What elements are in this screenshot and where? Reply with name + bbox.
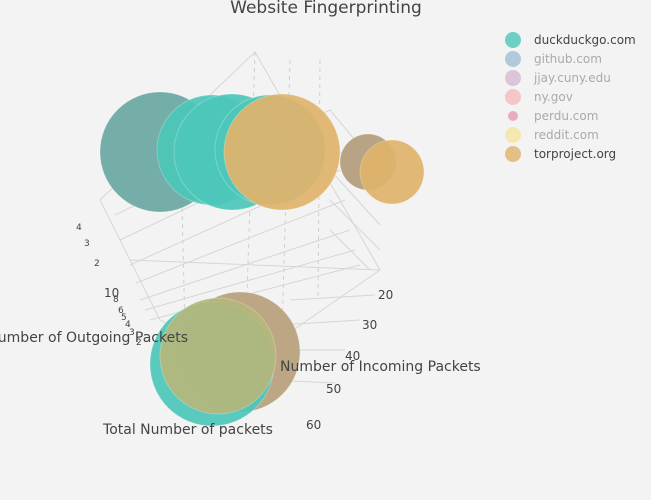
legend-item-ny-gov[interactable]: ny.gov bbox=[505, 89, 573, 105]
legend-marker bbox=[505, 32, 521, 48]
data-points bbox=[99, 91, 425, 427]
legend[interactable]: duckduckgo.com github.com jjay.cuny.edu ny.… bbox=[505, 32, 636, 162]
legend-item-torproject-org[interactable]: torproject.org bbox=[505, 146, 616, 162]
z-tick: 3 bbox=[84, 239, 90, 249]
x-tick: 40 bbox=[345, 349, 360, 363]
legend-label: ny.gov bbox=[534, 90, 573, 104]
y-tick: 2 bbox=[136, 338, 142, 348]
x-tick: 30 bbox=[362, 318, 377, 332]
y-axis-title: Number of Outgoing Packets bbox=[0, 330, 188, 346]
y-tick: 10 bbox=[104, 286, 119, 300]
legend-item-jjay-cuny-edu[interactable]: jjay.cuny.edu bbox=[505, 70, 611, 86]
legend-marker bbox=[505, 70, 521, 86]
z-axis-title: Total Number of packets bbox=[102, 422, 273, 438]
y-tick: 3 bbox=[129, 328, 135, 338]
z-axis-ticks: 2 3 4 bbox=[76, 223, 100, 269]
legend-label: jjay.cuny.edu bbox=[533, 71, 611, 85]
legend-item-duckduckgo-com[interactable]: duckduckgo.com bbox=[505, 32, 636, 48]
z-tick: 2 bbox=[94, 259, 100, 269]
legend-item-reddit-com[interactable]: reddit.com bbox=[505, 127, 599, 143]
y-tick: 5 bbox=[121, 313, 127, 323]
legend-marker bbox=[505, 51, 521, 67]
x-tick: 50 bbox=[326, 382, 341, 396]
z-tick: 4 bbox=[76, 223, 82, 233]
legend-label: github.com bbox=[534, 52, 602, 66]
legend-label: duckduckgo.com bbox=[534, 33, 636, 47]
legend-marker bbox=[505, 127, 521, 143]
x-axis-title: Number of Incoming Packets bbox=[280, 359, 481, 375]
bubble-torproject-org[interactable] bbox=[223, 93, 341, 211]
legend-label: perdu.com bbox=[534, 109, 598, 123]
chart-title: Website Fingerprinting bbox=[230, 0, 422, 18]
bubble-torproject-org[interactable] bbox=[159, 297, 277, 415]
y-axis-ticks: 2 3 4 5 6 8 10 bbox=[104, 286, 142, 348]
y-tick: 8 bbox=[113, 295, 119, 305]
y-tick: 6 bbox=[118, 306, 124, 316]
legend-label: reddit.com bbox=[534, 128, 599, 142]
y-tick: 4 bbox=[125, 320, 131, 330]
legend-item-perdu-com[interactable]: perdu.com bbox=[508, 109, 598, 123]
x-axis-ticks: 20 30 40 50 60 bbox=[306, 288, 393, 432]
legend-label: torproject.org bbox=[534, 147, 616, 161]
legend-marker bbox=[505, 146, 521, 162]
legend-item-github-com[interactable]: github.com bbox=[505, 51, 602, 67]
x-tick: 60 bbox=[306, 418, 321, 432]
x-tick: 20 bbox=[378, 288, 393, 302]
bubble-torproject-org[interactable] bbox=[359, 139, 425, 205]
legend-marker bbox=[505, 89, 521, 105]
legend-marker bbox=[508, 111, 518, 121]
